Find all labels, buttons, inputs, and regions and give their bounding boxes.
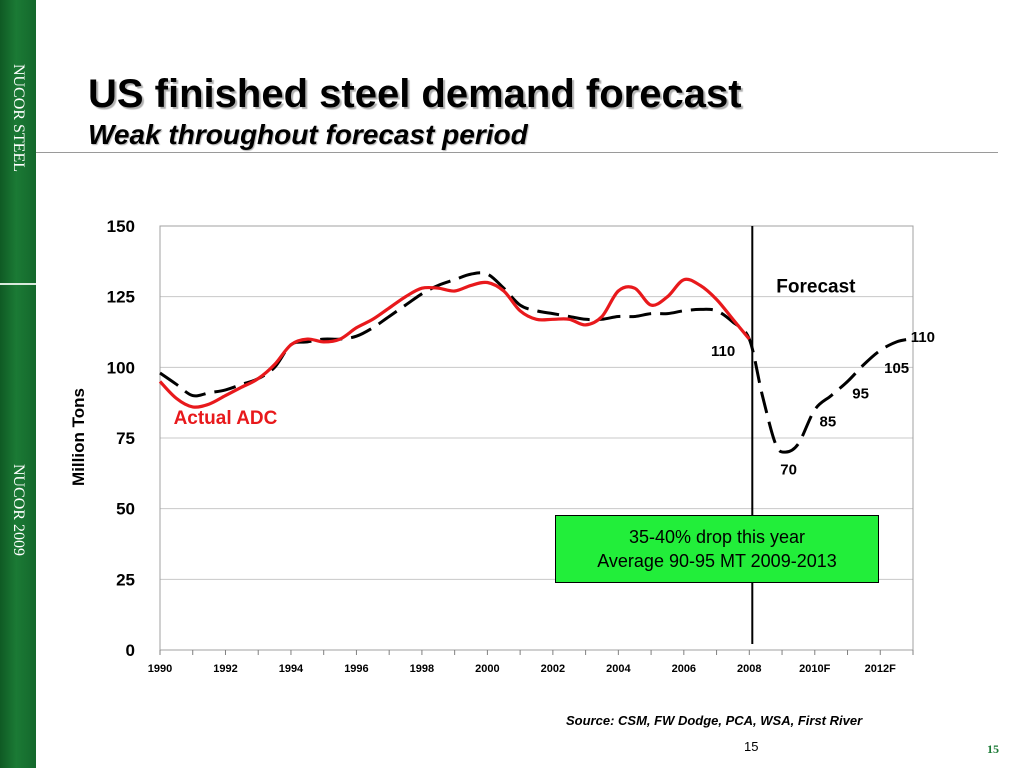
- x-tick-label: 2010F: [799, 663, 830, 675]
- x-tick-label: 1992: [213, 663, 237, 675]
- page-number: 15: [744, 739, 759, 754]
- plot-frame: [159, 225, 914, 651]
- chart-series: [158, 271, 910, 454]
- sidebar-year-text: NUCOR 2009: [10, 464, 27, 557]
- y-tick-label: 0: [126, 641, 135, 660]
- y-tick-label: 100: [107, 358, 135, 377]
- slide-title: US finished steel demand forecast: [88, 72, 742, 116]
- x-tick-label: 1998: [410, 663, 434, 675]
- x-tick-label: 2002: [541, 663, 565, 675]
- y-axis-label: Million Tons: [69, 388, 88, 486]
- data-label: 95: [852, 385, 869, 402]
- x-tick-label: 2008: [737, 663, 761, 675]
- x-tick-label: 1994: [279, 663, 304, 675]
- x-tick-label: 2004: [606, 663, 631, 675]
- title-divider: [36, 152, 998, 153]
- y-tick-label: 75: [116, 429, 135, 448]
- slide-subtitle: Weak throughout forecast period: [88, 119, 528, 150]
- data-label: 70: [780, 462, 797, 479]
- data-label: 105: [884, 360, 909, 377]
- brand-sidebar: NUCOR STEEL NUCOR 2009: [0, 0, 36, 768]
- x-tick-label: 2012F: [865, 663, 896, 675]
- data-label: 85: [820, 414, 837, 431]
- drop-callout-box: 35-40% drop this year Average 90-95 MT 2…: [555, 515, 879, 583]
- source-note: Source: CSM, FW Dodge, PCA, WSA, First R…: [566, 713, 863, 728]
- forecast-label: Forecast: [776, 276, 856, 297]
- y-tick-label: 25: [116, 570, 135, 589]
- x-tick-label: 1996: [344, 663, 368, 675]
- chart-axes: 0 25 50 75 100 125 150 1990 1992 1994 1996 1998 2000…: [107, 217, 914, 675]
- data-label: 110: [711, 343, 735, 360]
- x-tick-label: 2006: [672, 663, 696, 675]
- sidebar-brand-text: NUCOR STEEL: [10, 64, 27, 172]
- y-tick-label: 50: [116, 500, 135, 519]
- callout-line-2: Average 90-95 MT 2009-2013: [597, 551, 837, 571]
- x-tick-label: 2000: [475, 663, 499, 675]
- y-tick-label: 150: [107, 217, 135, 236]
- data-label: 110: [911, 329, 935, 346]
- series-line-actual-adc: [158, 277, 751, 409]
- callout-line-1: 35-40% drop this year: [628, 527, 806, 547]
- y-tick-label: 125: [107, 288, 135, 307]
- page-number-corner: 15: [987, 742, 999, 756]
- sidebar-divider: [0, 283, 36, 285]
- series-label-actual-adc: Actual ADC: [174, 408, 278, 429]
- series-line-forecast: [159, 271, 910, 454]
- x-tick-label: 1990: [148, 663, 172, 675]
